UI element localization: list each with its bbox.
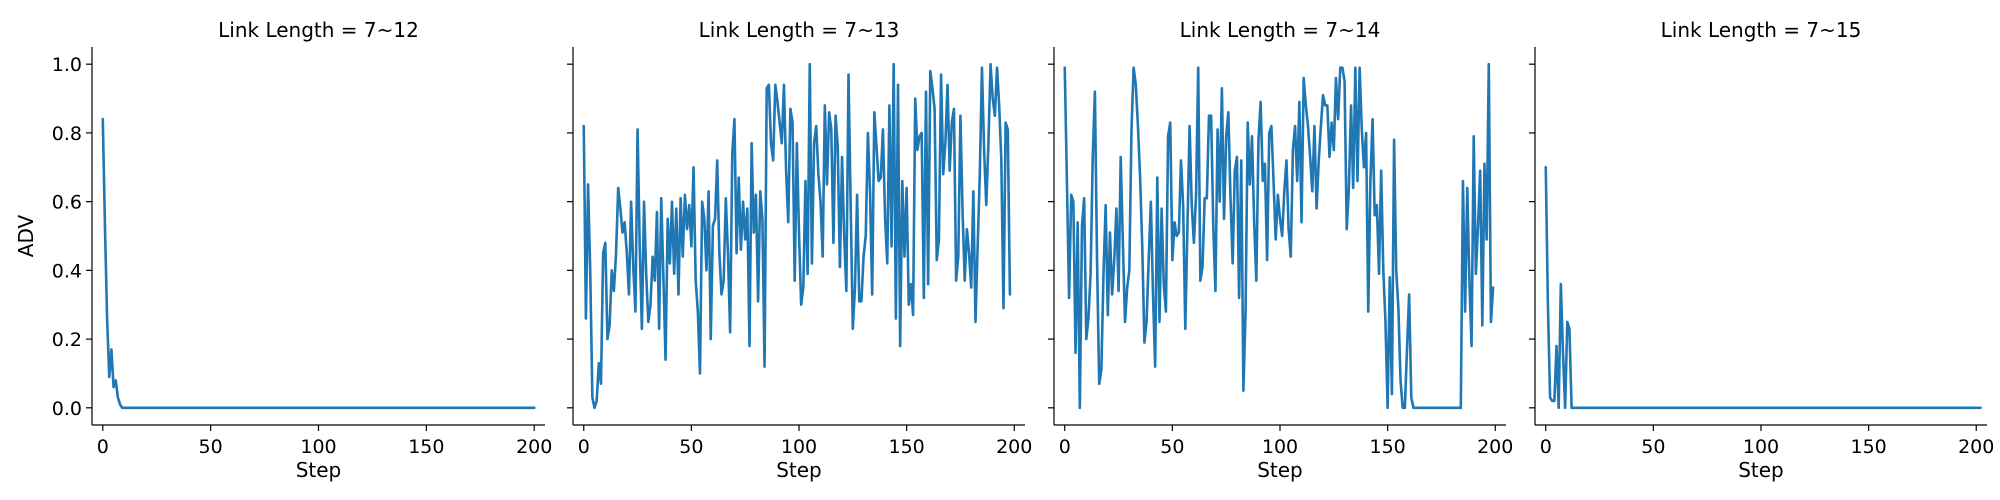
x-tick-label: 50 bbox=[1641, 436, 1665, 458]
x-tick-label: 50 bbox=[679, 436, 703, 458]
subplot-3: Link Length = 7~14 0 50 100 150 200 Step bbox=[1048, 18, 1513, 482]
x-tick-label: 50 bbox=[199, 436, 223, 458]
x-tick-label: 150 bbox=[1850, 436, 1886, 458]
x-tick-label: 100 bbox=[1743, 436, 1779, 458]
x-tick-label: 50 bbox=[1160, 436, 1184, 458]
x-axis-label: Step bbox=[1257, 458, 1303, 482]
series-line-1 bbox=[101, 117, 536, 410]
x-tick-label: 100 bbox=[781, 436, 817, 458]
x-tick-label: 100 bbox=[1262, 436, 1298, 458]
x-tick-label: 150 bbox=[1369, 436, 1405, 458]
subplot-title: Link Length = 7~14 bbox=[1180, 18, 1381, 42]
y-axis-label: ADV bbox=[14, 214, 38, 257]
subplot-2: Link Length = 7~13 0 50 100 150 200 Step bbox=[567, 18, 1032, 482]
subplot-title: Link Length = 7~15 bbox=[1661, 18, 1862, 42]
x-axis-label: Step bbox=[296, 458, 342, 482]
y-tick-label: 1.0 bbox=[52, 54, 82, 76]
x-tick-label: 200 bbox=[1958, 436, 1994, 458]
y-tick-label: 0.6 bbox=[52, 192, 82, 214]
x-tick-label: 150 bbox=[408, 436, 444, 458]
y-tick-label: 0.2 bbox=[52, 329, 82, 351]
x-tick-label: 100 bbox=[300, 436, 336, 458]
x-tick-label: 150 bbox=[888, 436, 924, 458]
x-tick-label: 200 bbox=[996, 436, 1032, 458]
y-tick-label: 0.8 bbox=[52, 123, 82, 145]
series-line-1 bbox=[582, 62, 1012, 410]
x-tick-label: 0 bbox=[97, 436, 109, 458]
series-line-1 bbox=[1544, 165, 1982, 410]
subplot-4: Link Length = 7~15 0 50 100 150 200 Step bbox=[1529, 18, 1994, 482]
y-tick-label: 0.0 bbox=[52, 398, 82, 420]
subplot-title: Link Length = 7~12 bbox=[218, 18, 419, 42]
x-tick-label: 200 bbox=[1477, 436, 1513, 458]
x-tick-label: 0 bbox=[578, 436, 590, 458]
subplot-1: Link Length = 7~12 0 50 100 150 200 0.0 0.2 0.4 0… bbox=[14, 18, 552, 482]
subplot-title: Link Length = 7~13 bbox=[699, 18, 900, 42]
series-line-1 bbox=[1063, 62, 1495, 410]
y-tick-label: 0.4 bbox=[52, 260, 82, 282]
x-tick-label: 0 bbox=[1540, 436, 1552, 458]
x-tick-label: 200 bbox=[516, 436, 552, 458]
x-axis-label: Step bbox=[1738, 458, 1784, 482]
x-axis-label: Step bbox=[776, 458, 822, 482]
x-tick-label: 0 bbox=[1059, 436, 1071, 458]
